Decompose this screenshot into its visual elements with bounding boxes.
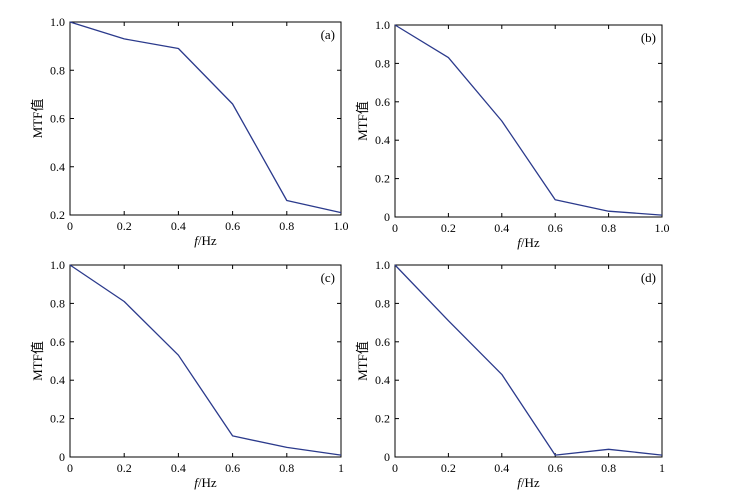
y-tick-label: 0.8 <box>375 296 390 310</box>
panel-label: (b) <box>641 30 656 45</box>
x-axis-label: f/Hz <box>517 475 540 490</box>
y-tick-label: 0.2 <box>50 412 65 426</box>
x-axis-label-unit: /Hz <box>198 233 217 248</box>
y-tick-label: 0.4 <box>375 373 390 387</box>
chart-panel-4: 0 0.2 0.4 0.6 0.8 1 0 0.2 0.4 0.6 0.8 1.0 f/Hz MTF值 (d… <box>355 258 665 490</box>
y-tick-label: 0.6 <box>50 335 65 349</box>
x-tick-label: 0 <box>392 221 398 235</box>
x-tick-label: 0 <box>67 461 73 475</box>
plot-frame <box>394 264 663 458</box>
mtf-series-line <box>69 264 342 456</box>
y-tick-label: 1.0 <box>375 18 390 32</box>
x-tick-label: 0.6 <box>225 219 240 233</box>
y-tick-label: 0.2 <box>50 208 65 222</box>
x-tick-label: 0.6 <box>548 221 563 235</box>
chart-panel-2: 0 0.2 0.4 0.6 0.8 1.0 0 0.2 0.4 0.6 0.8 1.0 f/Hz MTF值… <box>355 18 670 250</box>
x-tick-label: 1 <box>659 461 665 475</box>
x-axis-label: f/Hz <box>517 235 540 250</box>
x-tick-label: 0.8 <box>601 221 616 235</box>
x-tick-label: 0 <box>67 219 73 233</box>
x-tick-label: 0.8 <box>279 461 294 475</box>
y-axis-label: MTF值 <box>355 101 370 141</box>
y-tick-label: 0 <box>384 450 390 464</box>
x-tick-label: 1.0 <box>334 219 349 233</box>
y-tick-label: 0.6 <box>375 95 390 109</box>
panel-label: (a) <box>321 27 335 42</box>
x-axis-label-var: f <box>517 475 523 490</box>
x-axis-label: f/Hz <box>194 475 217 490</box>
y-tick-label: 0.6 <box>50 112 65 126</box>
x-axis-label: f/Hz <box>194 233 217 248</box>
x-tick-label: 0.6 <box>548 461 563 475</box>
plot-frame <box>69 264 342 458</box>
x-tick-label: 0.2 <box>441 221 456 235</box>
chart-panel-3: 0 0.2 0.4 0.6 0.8 1 0 0.2 0.4 0.6 0.8 1.0 f/Hz MTF值 (c… <box>30 258 344 490</box>
x-tick-label: 0.8 <box>601 461 616 475</box>
x-axis-label-var: f <box>194 233 200 248</box>
x-tick-label: 0.2 <box>117 219 132 233</box>
mtf-series-line <box>69 21 342 214</box>
x-tick-label: 0.6 <box>225 461 240 475</box>
y-axis-label: MTF值 <box>30 341 45 381</box>
x-tick-label: 0.2 <box>441 461 456 475</box>
y-tick-label: 0.8 <box>375 56 390 70</box>
y-tick-label: 0.2 <box>375 172 390 186</box>
x-axis-label-var: f <box>194 475 200 490</box>
x-tick-label: 0.4 <box>494 221 509 235</box>
y-tick-label: 0.2 <box>375 412 390 426</box>
chart-panel-1: 0 0.2 0.4 0.6 0.8 1.00.20.40.60.81.0f/HzMTF值(… <box>30 15 349 248</box>
x-tick-label: 0 <box>392 461 398 475</box>
x-tick-label: 1.0 <box>655 221 670 235</box>
y-tick-label: 0.4 <box>50 373 65 387</box>
panel-label: (c) <box>321 270 335 285</box>
y-axis-label: MTF值 <box>30 99 45 139</box>
y-axis-label: MTF值 <box>355 341 370 381</box>
y-tick-label: 0.4 <box>375 133 390 147</box>
y-tick-label: 0 <box>384 210 390 224</box>
x-axis-label-unit: /Hz <box>198 475 217 490</box>
x-axis-label-unit: /Hz <box>521 475 540 490</box>
y-tick-label: 0.6 <box>375 335 390 349</box>
x-tick-label: 0.8 <box>279 219 294 233</box>
y-tick-label: 1.0 <box>50 15 65 29</box>
panel-label: (d) <box>641 270 656 285</box>
y-tick-label: 0 <box>59 450 65 464</box>
x-axis-label-unit: /Hz <box>521 235 540 250</box>
x-tick-label: 0.4 <box>171 461 186 475</box>
mtf-series-line <box>394 24 663 216</box>
x-axis-label-var: f <box>517 235 523 250</box>
y-tick-label: 1.0 <box>375 258 390 272</box>
y-tick-label: 0.4 <box>50 160 65 174</box>
y-tick-label: 1.0 <box>50 258 65 272</box>
x-tick-label: 0.4 <box>494 461 509 475</box>
x-tick-label: 0.4 <box>171 219 186 233</box>
mtf-series-line <box>394 264 663 456</box>
y-tick-label: 0.8 <box>50 63 65 77</box>
x-tick-label: 0.2 <box>117 461 132 475</box>
x-tick-label: 1 <box>338 461 344 475</box>
plot-frame <box>69 21 342 216</box>
plot-frame <box>394 24 663 218</box>
y-tick-label: 0.8 <box>50 296 65 310</box>
